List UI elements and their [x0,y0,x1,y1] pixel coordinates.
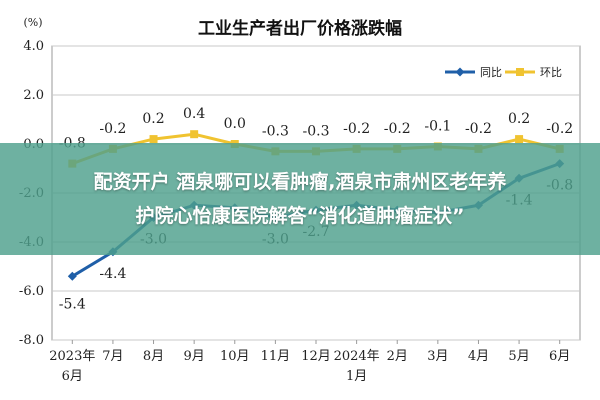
y-axis-unit: (%) [23,16,42,29]
data-label: -4.4 [99,266,126,282]
banner-line-2: 护院心怡康医院解答“消化道肿瘤症状” [135,205,465,227]
data-point [515,135,524,144]
legend-label-0: 同比 [480,66,502,79]
legend-marker-1 [516,68,524,76]
data-label: -0.2 [465,121,492,137]
legend: 同比 环比 [445,66,562,79]
data-label: -5.4 [59,296,86,312]
data-label: -0.1 [424,118,451,134]
x-tick-label: 10月 [220,349,250,364]
x-tick-label: 2月 [387,349,408,364]
data-label: -0.2 [343,121,370,137]
x-tick-label: 6月 [549,349,570,364]
x-tick-label: 9月 [184,349,205,364]
overlay-banner: 配资开户 酒泉哪可以看肿瘤,酒泉市肃州区老年养 护院心怡康医院解答“消化道肿瘤症… [0,143,600,255]
x-tick-label: 12月 [301,349,331,364]
chart-title: 工业生产者出厂价格涨跌幅 [198,18,402,39]
legend-label-1: 环比 [540,66,562,79]
data-label: 0.4 [183,106,205,122]
y-tick-label: 4.0 [23,39,44,54]
data-label: 0.2 [142,111,164,127]
data-label: -0.2 [546,121,573,137]
data-point [149,135,158,144]
data-label: 0.2 [508,111,530,127]
y-tick-label: 2.0 [23,88,44,103]
legend-marker-0 [455,67,465,77]
data-label: -0.3 [303,123,330,139]
y-tick-label: -8.0 [19,333,44,348]
data-label: -0.3 [262,123,289,139]
x-tick-label: 4月 [468,349,489,364]
x-tick-label: 8月 [143,349,164,364]
x-tick-label: 5月 [508,349,529,364]
data-label: -0.2 [99,121,126,137]
x-tick-label: 1月 [346,369,367,384]
x-tick-label: 3月 [427,349,448,364]
banner-line-1: 配资开户 酒泉哪可以看肿瘤,酒泉市肃州区老年养 [93,171,507,193]
data-point [190,130,199,139]
data-label: -0.2 [384,121,411,137]
y-tick-label: -6.0 [19,284,44,299]
data-label: 0.0 [224,116,246,132]
x-tick-label: 2024年 [334,349,380,364]
x-tick-label: 6月 [62,369,83,384]
data-point [67,271,77,281]
x-tick-label: 2023年 [49,349,95,364]
axes: 4.02.00.0-2.0-4.0-6.0-8.02023年6月7月8月9月10… [19,39,570,384]
x-tick-label: 11月 [261,349,291,364]
x-tick-label: 7月 [102,349,123,364]
